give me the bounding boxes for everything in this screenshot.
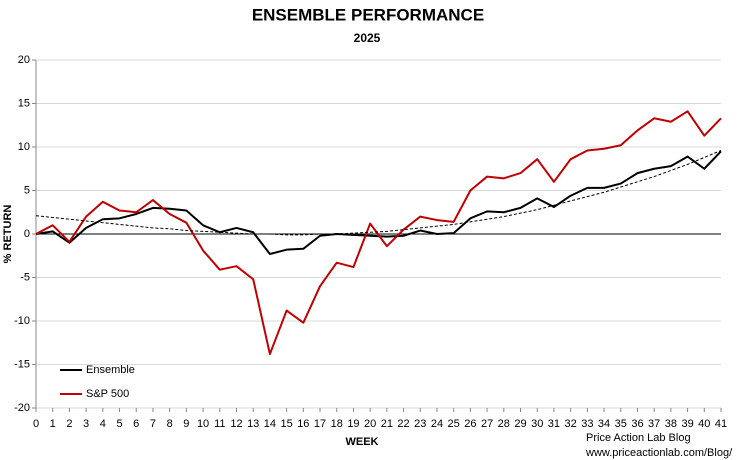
x-tick-label: 27 [481, 418, 493, 430]
x-tick-label: 9 [183, 418, 189, 430]
x-tick-label: 26 [464, 418, 476, 430]
x-tick-label: 17 [314, 418, 326, 430]
x-tick-label: 25 [448, 418, 460, 430]
y-tick-label: 5 [24, 184, 30, 196]
x-tick-label: 32 [565, 418, 577, 430]
series-line [35, 150, 722, 256]
annotation: www.priceactionlab.com/Blog/ [585, 447, 733, 459]
x-tick-label: 31 [548, 418, 560, 430]
y-tick-label: 15 [18, 97, 30, 109]
x-tick-label: 39 [681, 418, 693, 430]
x-tick-label: 29 [514, 418, 526, 430]
x-tick-label: 38 [665, 418, 677, 430]
x-tick-label: 40 [698, 418, 710, 430]
y-tick-label: -5 [20, 271, 30, 283]
x-tick-label: 36 [631, 418, 643, 430]
x-tick-label: 35 [615, 418, 627, 430]
x-tick-label: 5 [116, 418, 122, 430]
y-tick-label: -10 [14, 315, 30, 327]
chart-title: ENSEMBLE PERFORMANCE [252, 5, 484, 24]
y-tick-label: 20 [18, 54, 30, 66]
x-tick-label: 15 [280, 418, 292, 430]
y-tick-label: 0 [24, 228, 30, 240]
x-tick-label: 3 [83, 418, 89, 430]
x-axis-label: WEEK [346, 436, 379, 448]
x-tick-label: 7 [150, 418, 156, 430]
x-tick-label: 18 [331, 418, 343, 430]
x-tick-label: 11 [214, 418, 225, 430]
x-tick-label: 34 [598, 418, 610, 430]
x-tick-label: 20 [364, 418, 376, 430]
x-tick-label: 16 [297, 418, 309, 430]
series-line [35, 110, 722, 356]
x-tick-label: 30 [531, 418, 543, 430]
x-tick-label: 22 [397, 418, 409, 430]
legend-label: S&P 500 [86, 388, 129, 400]
x-tick-label: 14 [264, 418, 276, 430]
x-tick-label: 33 [581, 418, 593, 430]
legend-label: Ensemble [86, 364, 135, 376]
x-tick-label: 6 [133, 418, 139, 430]
x-tick-label: 21 [381, 418, 393, 430]
x-tick-label: 13 [247, 418, 259, 430]
y-tick-label: -20 [14, 402, 30, 414]
chart-subtitle: 2025 [354, 31, 381, 45]
trend-line [35, 150, 722, 236]
x-tick-label: 24 [431, 418, 443, 430]
x-tick-label: 37 [648, 418, 660, 430]
y-tick-label: -15 [14, 358, 30, 370]
y-axis-label: % RETURN [2, 205, 14, 264]
y-tick-label: 10 [18, 141, 30, 153]
x-tick-label: 12 [230, 418, 242, 430]
x-tick-label: 10 [197, 418, 209, 430]
x-tick-label: 19 [347, 418, 359, 430]
x-tick-label: 2 [66, 418, 72, 430]
x-tick-label: 1 [50, 418, 56, 430]
x-tick-label: 8 [167, 418, 173, 430]
x-tick-label: 0 [33, 418, 39, 430]
x-tick-label: 23 [414, 418, 426, 430]
x-tick-label: 41 [715, 418, 727, 430]
x-tick-label: 4 [100, 418, 106, 430]
x-tick-label: 28 [498, 418, 510, 430]
annotation: Price Action Lab Blog [586, 432, 691, 444]
